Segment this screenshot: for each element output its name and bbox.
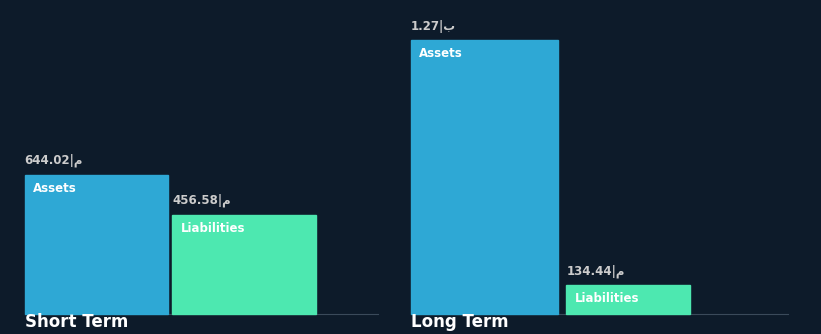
Text: Liabilities: Liabilities [575, 292, 640, 305]
Text: Long Term: Long Term [410, 313, 508, 331]
Bar [566, 285, 690, 314]
Bar [410, 40, 558, 314]
Text: Assets: Assets [33, 182, 76, 195]
Text: Assets: Assets [419, 47, 462, 60]
Bar [172, 215, 316, 314]
Text: Short Term: Short Term [25, 313, 128, 331]
Text: 1.27|ب: 1.27|ب [410, 20, 456, 33]
Text: Liabilities: Liabilities [181, 222, 245, 235]
Text: 456.58|م: 456.58|م [172, 194, 231, 207]
Text: 644.02|م: 644.02|م [25, 153, 83, 167]
Bar [25, 175, 168, 314]
Text: 134.44|م: 134.44|م [566, 265, 625, 278]
